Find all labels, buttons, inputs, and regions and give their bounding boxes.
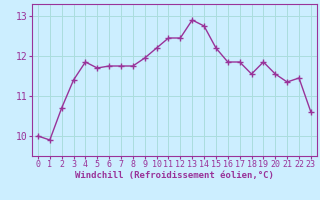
X-axis label: Windchill (Refroidissement éolien,°C): Windchill (Refroidissement éolien,°C) [75, 171, 274, 180]
